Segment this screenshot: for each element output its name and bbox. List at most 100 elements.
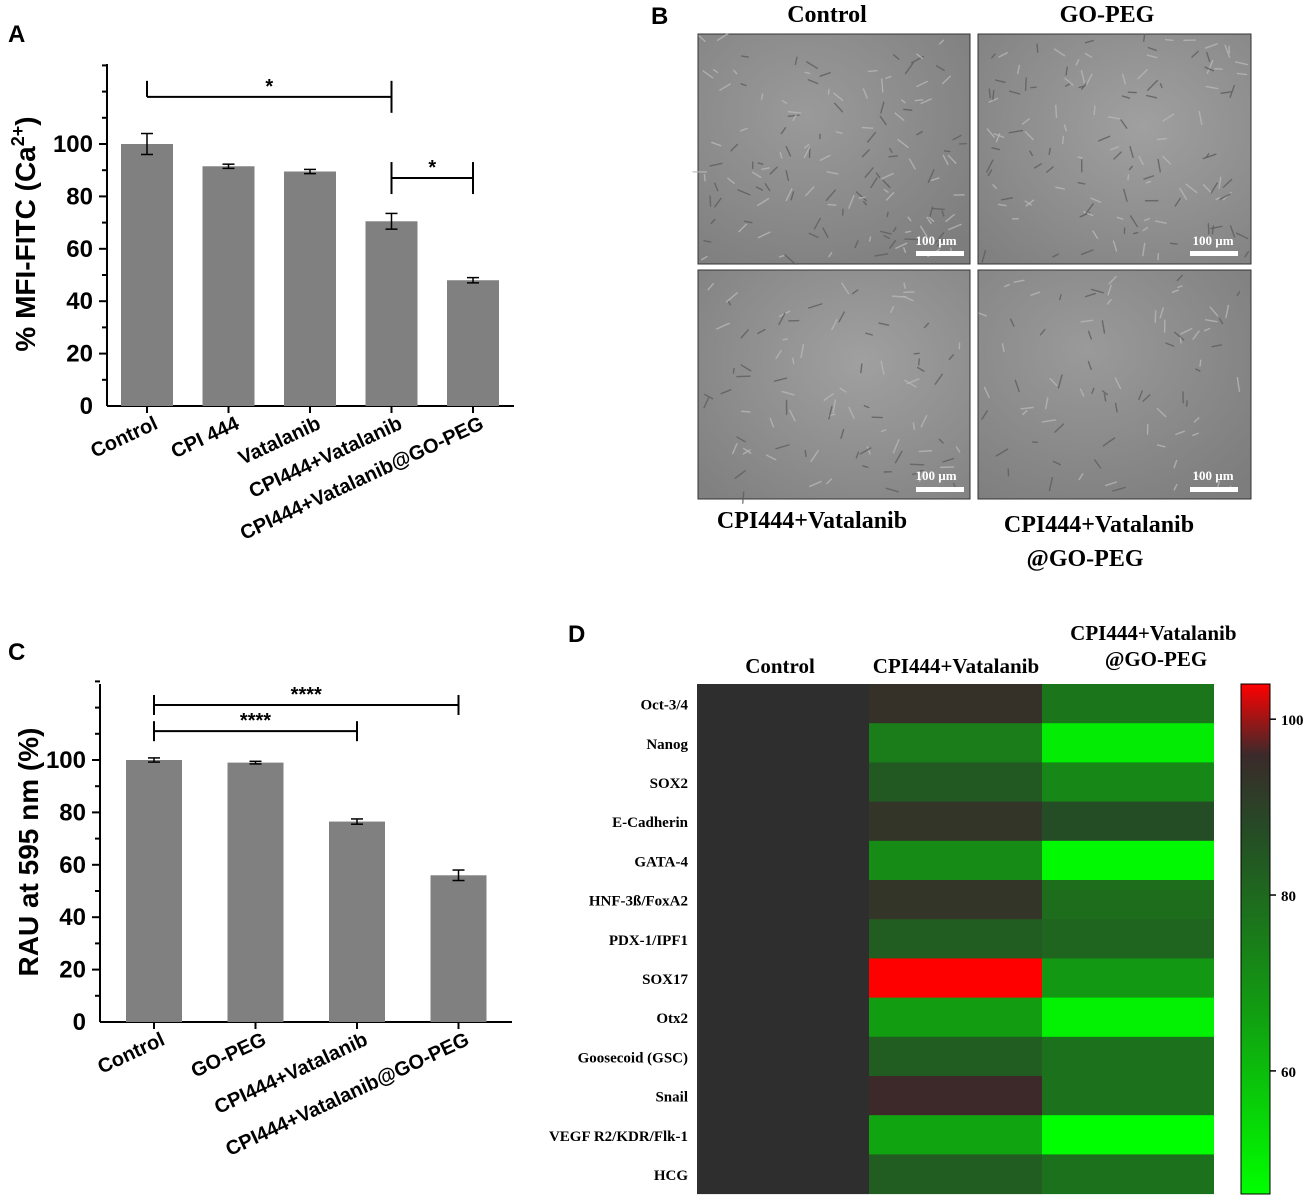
cell-speck [994,79,1006,84]
heatmap-row-label: Snail [655,1090,688,1106]
heatmap-cell [1042,723,1214,763]
cell-speck [1159,83,1163,89]
cell-speck [848,406,855,419]
heatmap-cell [697,1115,869,1155]
cell-speck [1106,298,1112,305]
cell-speck [1101,320,1106,334]
cell-speck [1121,73,1127,85]
cell-speck [875,172,881,179]
cell-speck [713,182,719,192]
cell-speck [1147,46,1157,51]
cell-speck [938,39,945,45]
colorbar-ticks: 60 80 100 [1270,713,1304,1081]
heatmap-cell [1042,919,1214,959]
cell-speck [863,405,870,409]
cell-speck [835,131,843,135]
cell-speck [862,88,868,99]
cell-speck [997,203,1007,207]
scale-bar-2 [1190,251,1238,256]
heatmap-col-header-control: Control [745,654,815,678]
cell-speck [904,230,912,234]
cell-speck [1215,197,1221,200]
heatmap-cell [869,762,1042,803]
cell-speck [1128,165,1133,171]
cell-speck [1065,66,1068,76]
heatmap-col-header-cpi444-vatalanib: CPI444+Vatalanib [873,654,1039,678]
cell-speck [890,306,895,313]
cell-speck [1169,242,1178,245]
cell-speck [780,127,787,135]
cell-speck [838,311,845,323]
cell-speck [1179,187,1188,200]
cell-speck [858,196,866,199]
heatmap-cell [697,762,869,803]
cell-speck [1236,72,1248,76]
cell-speck [716,32,729,42]
cell-speck [941,210,945,217]
heatmap-row-label: Oct-3/4 [641,698,689,714]
panel-letter-c: C [8,639,25,666]
heatmap-cell [697,919,869,959]
cell-speck [809,480,822,487]
heatmap-cell [1042,684,1214,724]
cell-speck [839,387,847,393]
cell-speck [1116,216,1124,220]
cell-speck [1235,232,1249,240]
cell-speck [1107,284,1112,296]
cell-speck [1046,166,1054,173]
heatmap-cell [869,723,1042,763]
y-tick-label: 0 [80,393,93,420]
cell-speck [828,405,833,420]
cell-speck [775,350,782,360]
cell-speck [703,240,712,243]
cell-speck [934,373,943,385]
cell-speck [841,282,850,295]
micrograph-grid: Control GO-PEG 100 µm 100 µm 100 µm 100 … [692,2,1252,572]
significance-label: **** [291,684,322,706]
cell-speck [1219,193,1231,201]
cell-speck [1120,119,1128,129]
cell-speck [703,173,706,182]
cell-speck [1048,476,1054,492]
cell-speck [1055,186,1066,190]
heatmap-cell [1042,1036,1214,1077]
cell-speck [882,179,891,189]
cell-speck [730,143,739,152]
cell-speck [885,75,892,79]
cell-speck [919,225,928,237]
heatmap-cell [869,840,1042,881]
heatmap-cell [697,1076,869,1116]
cell-speck [1029,150,1034,157]
cell-speck [1192,330,1200,340]
cell-speck [1112,240,1118,252]
cell-speck [1080,69,1086,84]
cell-speck [1077,156,1083,159]
cell-speck [942,154,949,166]
heatmap-cell [869,1036,1042,1077]
scale-bar-1 [916,251,964,256]
cell-speck [1085,203,1094,215]
cell-speck [1145,180,1152,184]
cell-speck [1022,409,1028,416]
cell-speck [828,251,833,258]
heatmap-cell [1042,880,1214,920]
y-tick-label: 100 [53,131,93,158]
cell-speck [1202,153,1217,160]
cell-speck [785,170,790,182]
cell-speck [1129,145,1134,159]
cell-speck [710,218,716,224]
cell-speck [1218,176,1222,189]
panel-letter-a: A [8,21,25,48]
cell-speck [991,147,1001,151]
cell-speck [938,438,944,444]
cell-speck [732,367,735,374]
heatmap-row-label: HNF-3ß/FoxA2 [589,894,688,910]
bar [202,166,255,406]
cell-speck [988,97,999,103]
cell-speck [1090,197,1102,203]
cell-speck [908,158,916,170]
cell-speck [825,189,836,201]
heatmap-cell [869,958,1042,999]
cell-speck [892,226,897,233]
